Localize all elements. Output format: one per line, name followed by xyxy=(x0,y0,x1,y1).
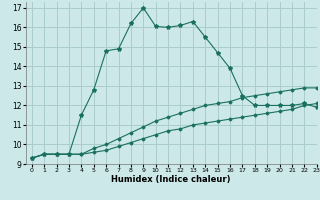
X-axis label: Humidex (Indice chaleur): Humidex (Indice chaleur) xyxy=(111,175,231,184)
